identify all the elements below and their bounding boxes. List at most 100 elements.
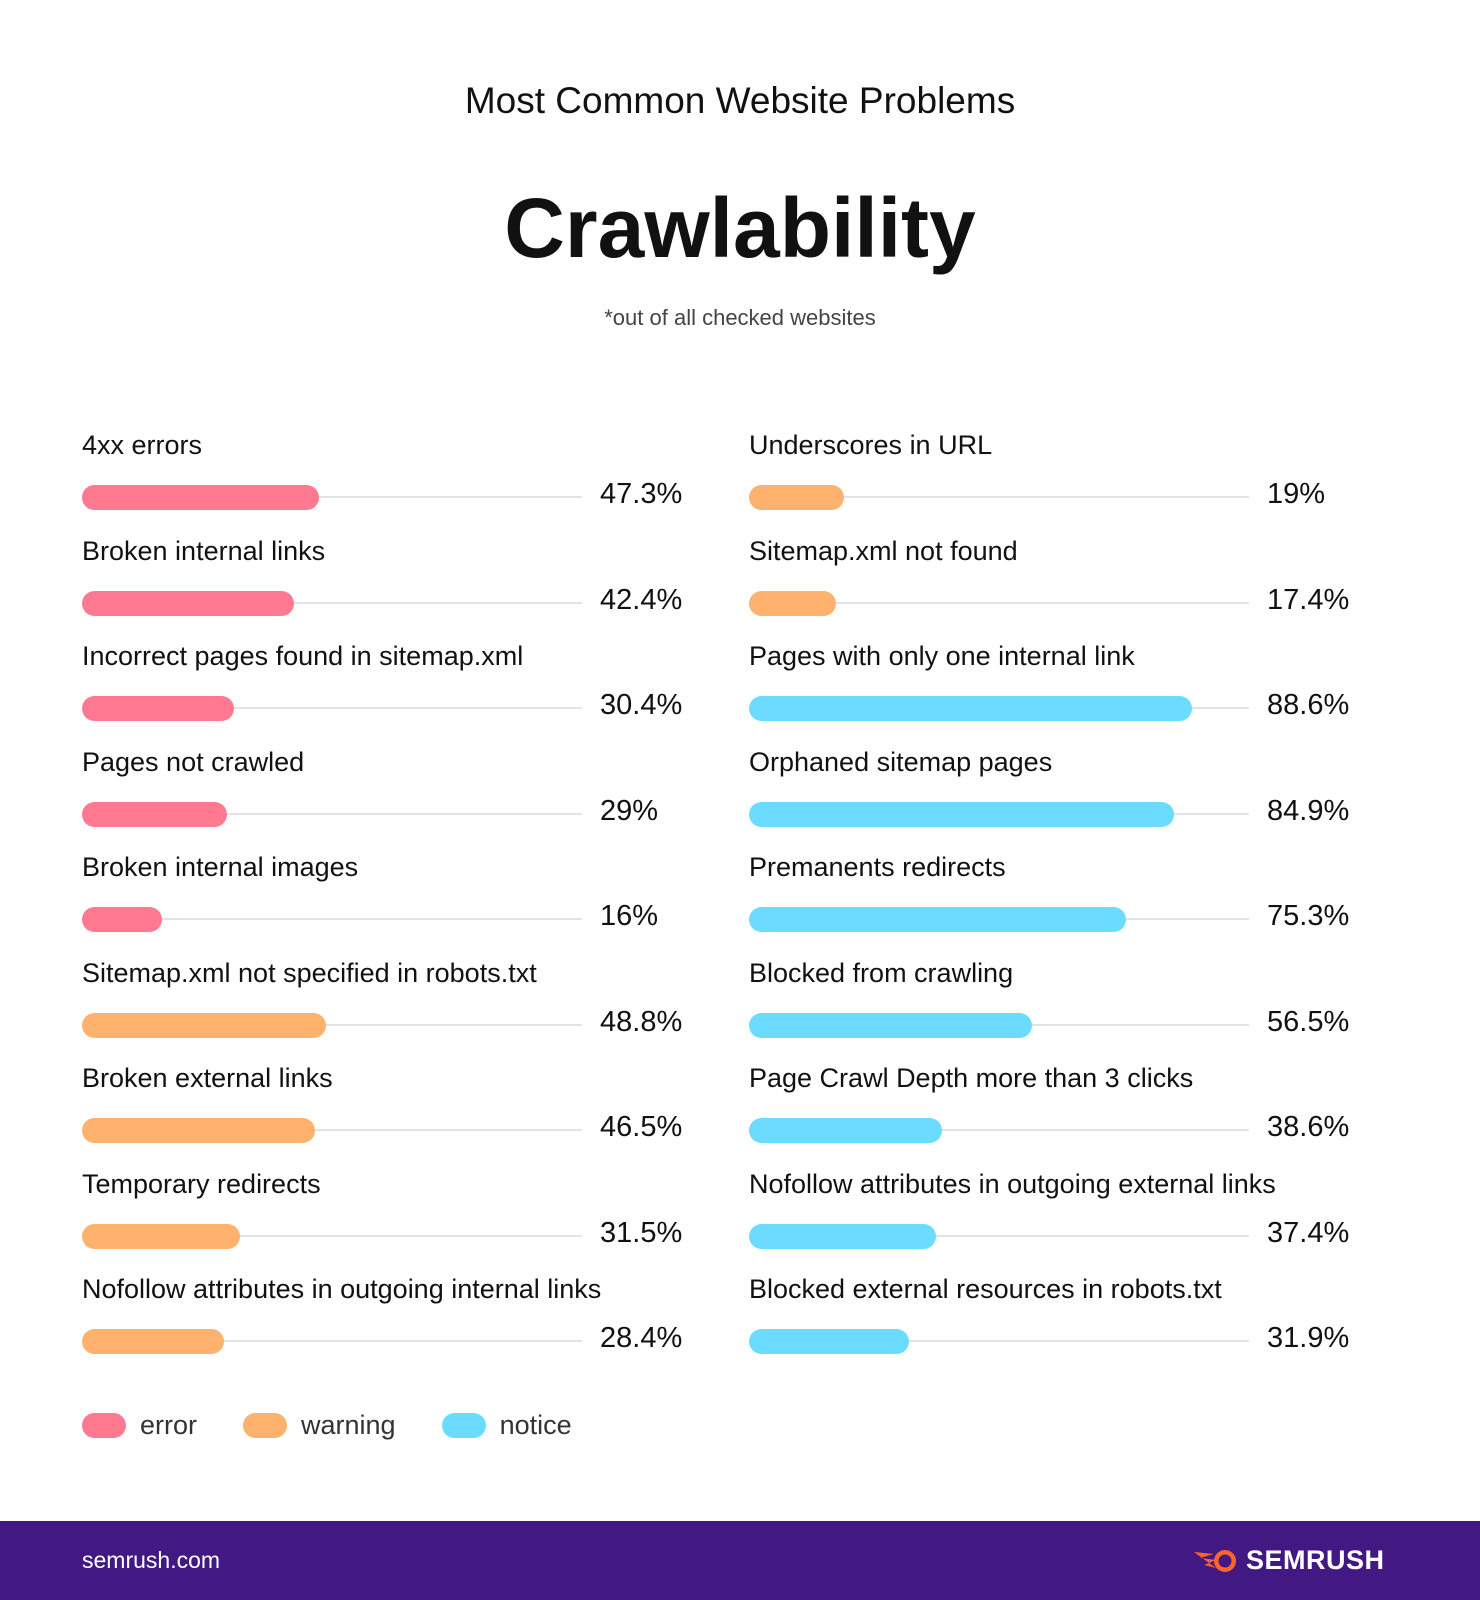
page-title: Crawlability xyxy=(504,181,976,275)
bar-track xyxy=(82,1234,582,1237)
bar-row: Blocked from crawling 56.5% xyxy=(749,958,1369,1058)
bar-row: Premanents redirects 75.3% xyxy=(749,852,1369,952)
bar-warning xyxy=(82,1118,315,1143)
bar-row: Orphaned sitemap pages 84.9% xyxy=(749,747,1369,847)
value-label: 31.5% xyxy=(600,1216,683,1249)
bar-label: Blocked external resources in robots.txt xyxy=(749,1274,1222,1304)
legend: error warning notice xyxy=(82,1410,572,1441)
bar-label: Premanents redirects xyxy=(749,852,1006,882)
bar-label: Page Crawl Depth more than 3 clicks xyxy=(749,1063,1194,1093)
bar-label: Sitemap.xml not found xyxy=(749,535,1018,566)
bar-track xyxy=(82,1129,582,1131)
bar-track xyxy=(749,1129,1249,1131)
bar-label: Sitemap.xml not specified in robots.txt xyxy=(82,957,537,988)
bar-row: Sitemap.xml not found 17.4% xyxy=(749,536,1369,636)
bar-error xyxy=(82,696,234,721)
legend-swatch xyxy=(82,1413,126,1438)
bar-label: Nofollow attributes in outgoing external… xyxy=(749,1168,1276,1199)
legend-label: error xyxy=(140,1410,198,1440)
legend-item-warning: warning xyxy=(243,1410,396,1441)
bar-warning xyxy=(82,1012,326,1038)
legend-item-error: error xyxy=(82,1410,197,1441)
bar-track xyxy=(82,707,582,709)
bar-warning xyxy=(749,590,836,616)
value-label: 56.5% xyxy=(1267,1005,1350,1038)
bar-label: Blocked from crawling xyxy=(749,957,1014,988)
bar-label: Broken internal images xyxy=(82,852,359,882)
footer: semrush.com SEMRUSH xyxy=(0,1521,1480,1600)
bar-label: Broken internal links xyxy=(82,535,326,566)
bar-label: Nofollow attributes in outgoing internal… xyxy=(82,1274,602,1304)
bar-label: Pages with only one internal link xyxy=(749,641,1135,671)
bar-track xyxy=(82,1023,582,1026)
bar-row: Incorrect pages found in sitemap.xml 30.… xyxy=(82,641,702,741)
bar-track xyxy=(82,601,582,604)
bar-row: Nofollow attributes in outgoing internal… xyxy=(82,1274,702,1374)
subtitle: *out of all checked websites xyxy=(604,305,876,330)
bar-warning xyxy=(82,1329,224,1354)
bar-error xyxy=(82,801,227,827)
bar-notice xyxy=(749,1329,909,1354)
bar-row: Blocked external resources in robots.txt… xyxy=(749,1274,1369,1374)
bar-row: Sitemap.xml not specified in robots.txt … xyxy=(82,958,702,1058)
bar-notice xyxy=(749,1223,936,1249)
bar-track xyxy=(749,1234,1249,1237)
value-label: 88.6% xyxy=(1267,689,1350,721)
bar-notice xyxy=(749,696,1192,721)
bar-warning xyxy=(749,485,844,510)
value-label: 84.9% xyxy=(1267,794,1350,827)
bar-notice xyxy=(749,1012,1032,1038)
legend-swatch xyxy=(243,1413,288,1438)
value-label: 28.4% xyxy=(600,1322,683,1354)
bar-track xyxy=(82,812,582,815)
bar-row: Pages with only one internal link 88.6% xyxy=(749,641,1369,741)
value-label: 17.4% xyxy=(1267,583,1350,616)
bar-row: Pages not crawled 29% xyxy=(82,747,702,847)
bar-track xyxy=(82,496,582,498)
bar-label: Broken external links xyxy=(82,1063,333,1093)
bar-row: 4xx errors 47.3% xyxy=(82,430,702,530)
site-link[interactable]: semrush.com xyxy=(82,1547,221,1573)
bar-warning xyxy=(82,1223,240,1249)
bar-notice xyxy=(749,907,1126,932)
legend-label: warning xyxy=(301,1410,396,1440)
value-label: 37.4% xyxy=(1267,1216,1350,1249)
bar-track xyxy=(749,496,1249,498)
bar-notice xyxy=(749,1118,942,1143)
bar-label: Orphaned sitemap pages xyxy=(749,746,1053,777)
supertitle: Most Common Website Problems xyxy=(464,80,1016,121)
bar-track xyxy=(749,601,1249,604)
bar-error xyxy=(82,907,162,932)
bar-row: Broken internal links 42.4% xyxy=(82,536,702,636)
bar-label: Underscores in URL xyxy=(749,430,993,460)
logo-text: SEMRUSH xyxy=(1246,1545,1385,1575)
semrush-logo: SEMRUSH xyxy=(1192,1545,1385,1576)
bar-row: Temporary redirects 31.5% xyxy=(82,1169,702,1269)
legend-item-notice: notice xyxy=(441,1410,572,1441)
value-label: 30.4% xyxy=(600,689,683,721)
bar-notice xyxy=(749,801,1174,827)
bar-row: Underscores in URL 19% xyxy=(749,430,1369,530)
bar-label: Incorrect pages found in sitemap.xml xyxy=(82,641,524,671)
bar-label: Pages not crawled xyxy=(82,746,305,777)
semrush-logo-icon xyxy=(1194,1549,1236,1572)
value-label: 46.5% xyxy=(600,1111,683,1143)
value-label: 19% xyxy=(1267,478,1326,510)
value-label: 38.6% xyxy=(1267,1111,1350,1143)
value-label: 42.4% xyxy=(600,583,683,616)
bar-track xyxy=(82,918,582,920)
value-label: 29% xyxy=(600,794,659,827)
legend-swatch xyxy=(441,1413,486,1438)
value-label: 16% xyxy=(600,900,659,932)
bar-error xyxy=(82,485,319,510)
bar-row: Broken internal images 16% xyxy=(82,852,702,952)
bar-track xyxy=(82,1340,582,1342)
bar-track xyxy=(749,1340,1249,1342)
value-label: 48.8% xyxy=(600,1005,683,1038)
bar-label: 4xx errors xyxy=(82,430,203,460)
bar-error xyxy=(82,590,294,616)
bar-row: Nofollow attributes in outgoing external… xyxy=(749,1169,1369,1269)
bar-row: Broken external links 46.5% xyxy=(82,1063,702,1163)
value-label: 47.3% xyxy=(600,478,683,510)
